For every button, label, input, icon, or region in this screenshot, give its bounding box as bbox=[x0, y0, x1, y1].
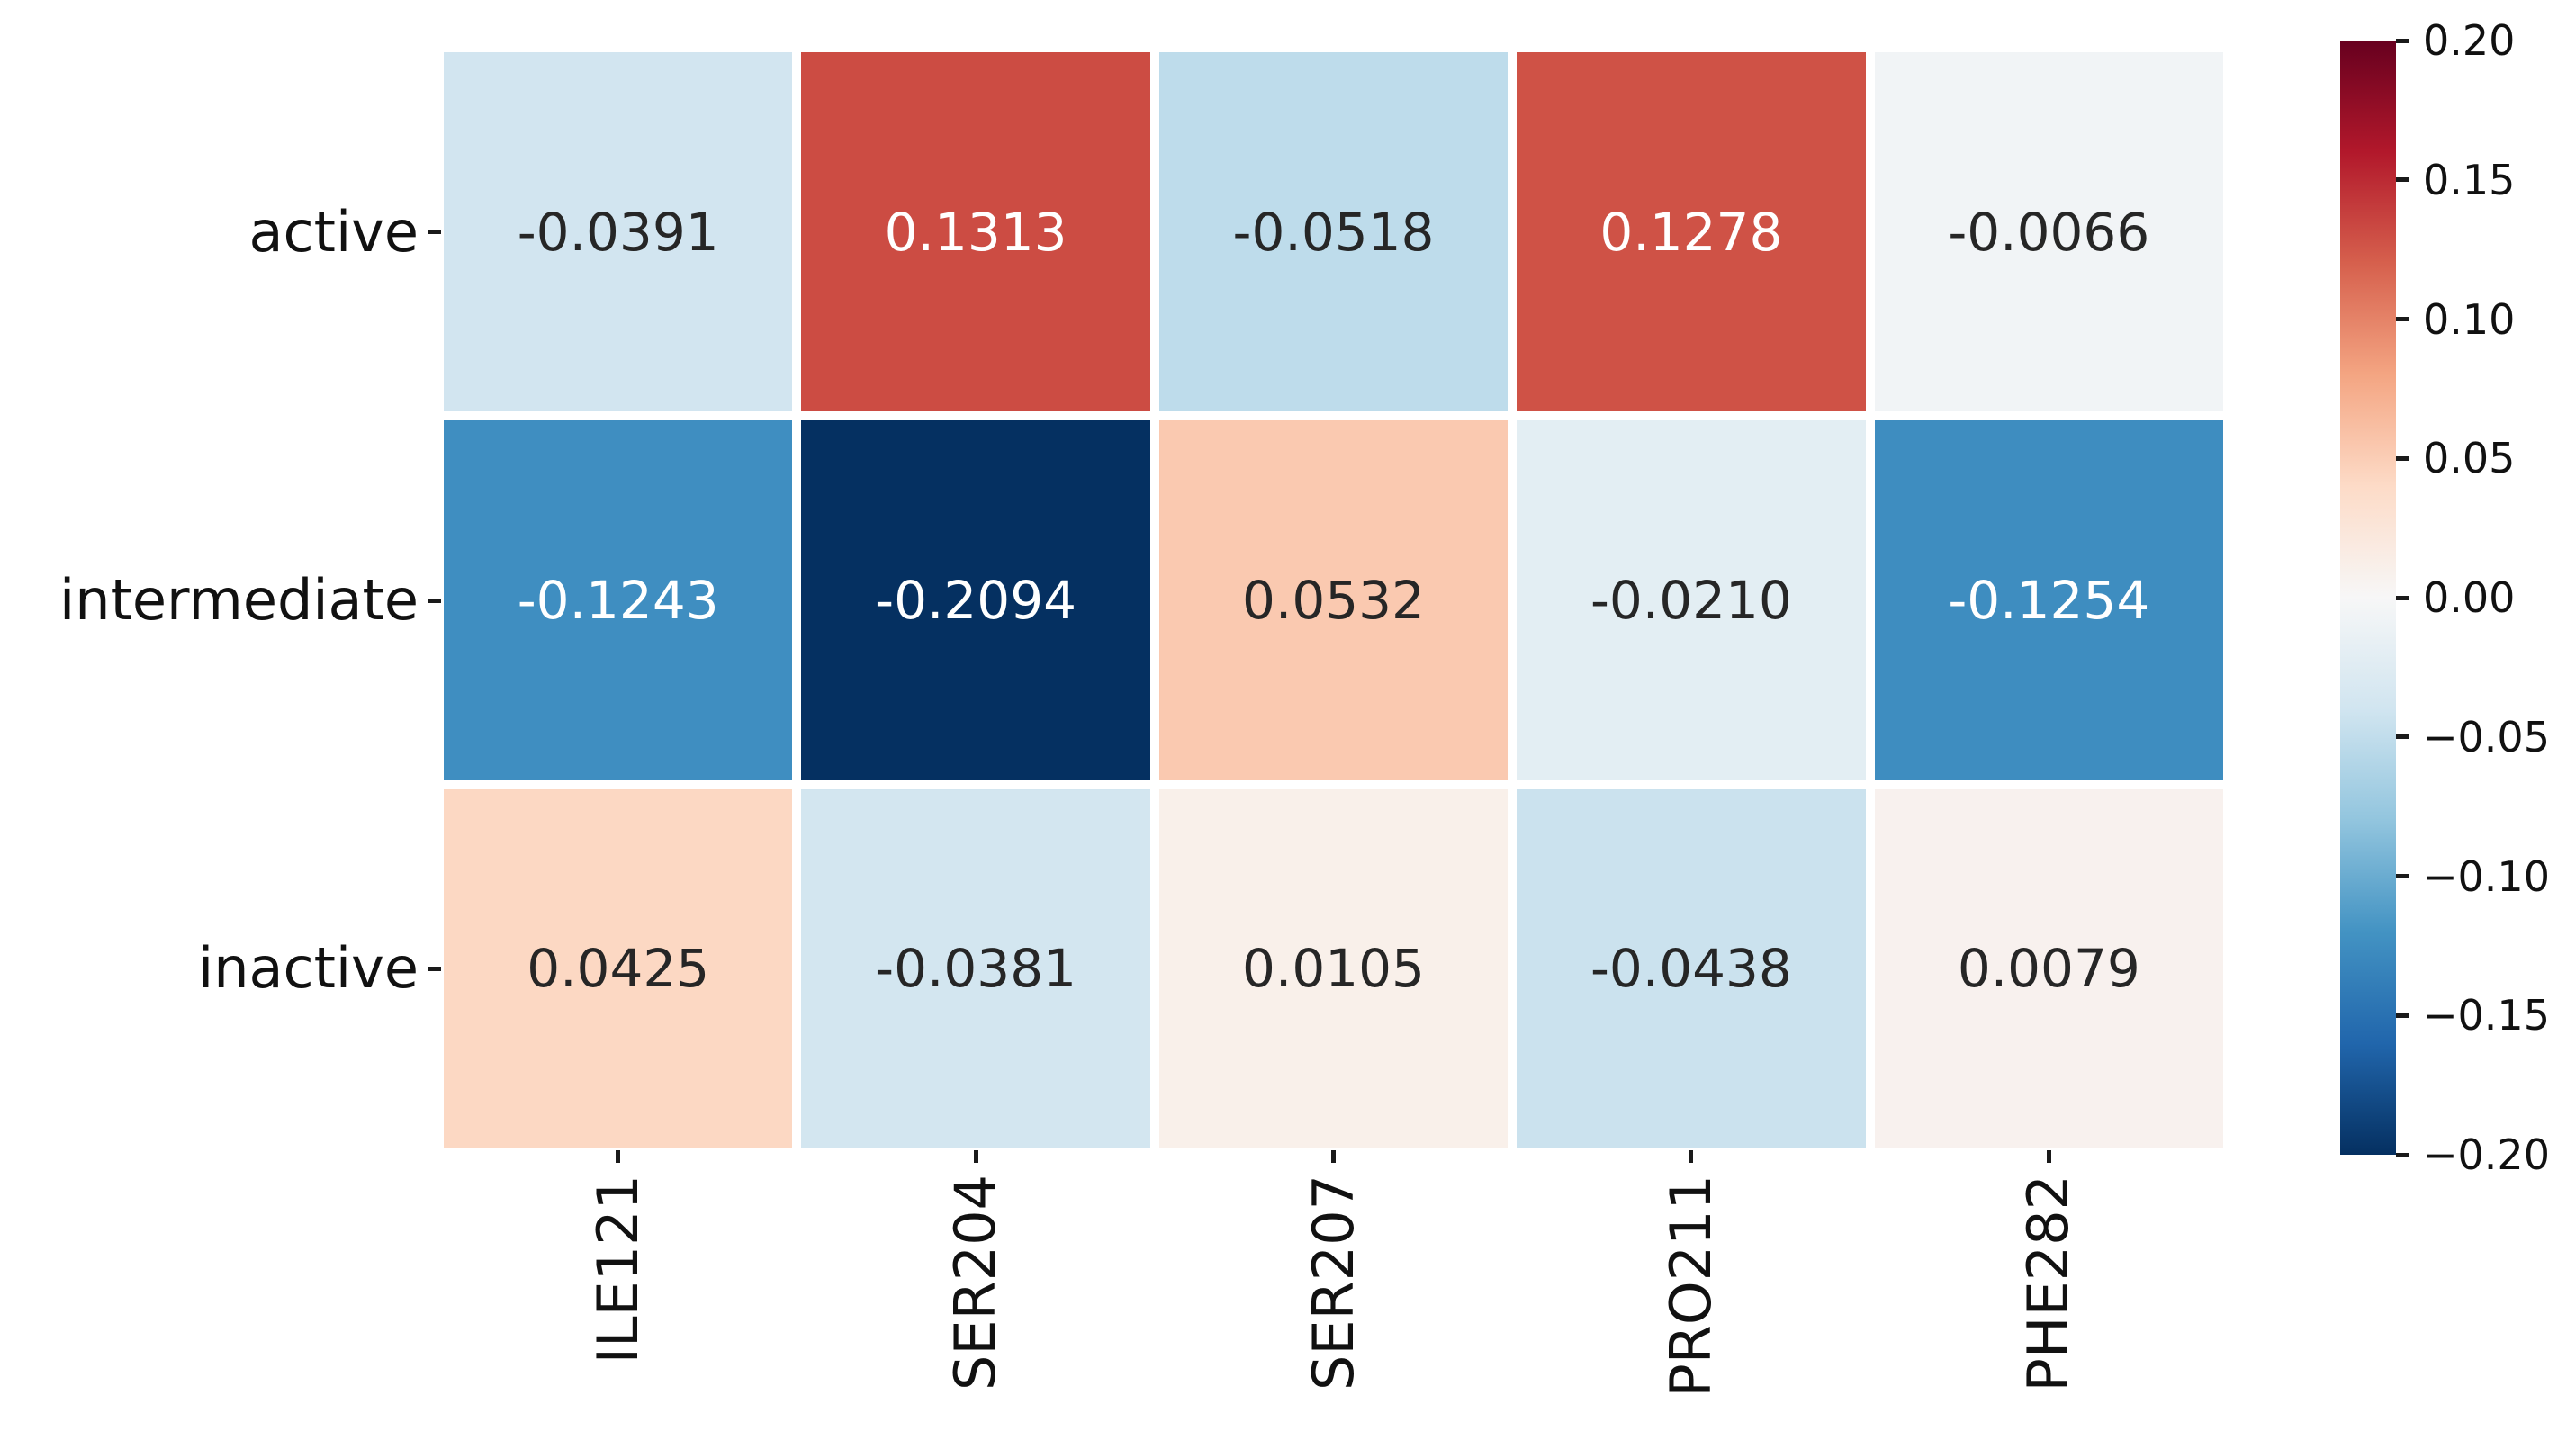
colorbar-tick bbox=[2396, 177, 2409, 183]
x-tick bbox=[2046, 1150, 2051, 1163]
x-tick-label: PRO211 bbox=[1657, 1175, 1724, 1398]
cell-value-label: -0.0210 bbox=[1590, 569, 1792, 631]
colorbar-tick-label: 0.05 bbox=[2423, 434, 2516, 483]
cell-value-label: -0.2094 bbox=[875, 569, 1077, 631]
cell-value-label: -0.0438 bbox=[1590, 938, 1792, 1000]
colorbar-tick bbox=[2396, 38, 2409, 43]
x-tick bbox=[1689, 1150, 1694, 1163]
x-tick-label: ILE121 bbox=[584, 1175, 651, 1364]
y-tick-label: active bbox=[248, 198, 419, 265]
cell-value-label: 0.0079 bbox=[1957, 938, 2140, 1000]
cell-value-label: -0.0391 bbox=[517, 201, 719, 263]
colorbar-tick-label: −0.15 bbox=[2423, 991, 2550, 1040]
x-tick bbox=[616, 1150, 621, 1163]
colorbar-tick-label: −0.10 bbox=[2423, 851, 2550, 901]
heatmap-cell: -0.1243 bbox=[444, 420, 793, 780]
cell-value-label: 0.1278 bbox=[1599, 201, 1783, 263]
y-tick-label: inactive bbox=[198, 935, 419, 1002]
heatmap-cell: -0.0518 bbox=[1158, 52, 1509, 412]
cell-value-label: 0.1313 bbox=[884, 201, 1067, 263]
heatmap-cell: -0.1254 bbox=[1874, 420, 2223, 780]
colorbar-gradient bbox=[2340, 41, 2396, 1155]
cell-value-label: -0.0381 bbox=[875, 938, 1077, 1000]
cell-value-label: 0.0105 bbox=[1242, 938, 1425, 1000]
cell-value-label: 0.0532 bbox=[1242, 569, 1425, 631]
colorbar-tick bbox=[2396, 734, 2409, 740]
colorbar-tick bbox=[2396, 317, 2409, 321]
colorbar-tick-label: 0.10 bbox=[2423, 294, 2516, 344]
colorbar-tick-label: 0.00 bbox=[2423, 573, 2516, 622]
heatmap-cell: 0.0079 bbox=[1874, 788, 2223, 1148]
colorbar-tick-label: −0.05 bbox=[2423, 712, 2550, 761]
heatmap-cell: 0.0532 bbox=[1158, 420, 1509, 780]
colorbar-tick bbox=[2396, 455, 2409, 461]
x-tick-label: PHE282 bbox=[2015, 1175, 2082, 1392]
heatmap-cell: 0.0425 bbox=[444, 788, 793, 1148]
y-tick bbox=[428, 966, 441, 971]
y-tick bbox=[428, 598, 441, 603]
cell-value-label: -0.0518 bbox=[1232, 201, 1435, 263]
x-tick bbox=[973, 1150, 978, 1163]
heatmap-cell: -0.0066 bbox=[1874, 52, 2223, 412]
colorbar-tick bbox=[2396, 595, 2409, 600]
x-tick bbox=[1331, 1150, 1336, 1163]
x-tick-label: SER204 bbox=[942, 1175, 1009, 1391]
colorbar-tick bbox=[2396, 874, 2409, 878]
colorbar-tick-label: −0.20 bbox=[2423, 1130, 2550, 1179]
cell-value-label: -0.0066 bbox=[1948, 201, 2150, 263]
heatmap-cell: -0.0381 bbox=[801, 788, 1150, 1148]
cell-value-label: 0.0425 bbox=[527, 938, 710, 1000]
heatmap-cell: 0.0105 bbox=[1158, 788, 1509, 1148]
heatmap-cell: 0.1278 bbox=[1517, 52, 1866, 412]
colorbar-tick-label: 0.20 bbox=[2423, 16, 2516, 65]
heatmap-cell: -0.0438 bbox=[1517, 788, 1866, 1148]
colorbar-tick bbox=[2396, 1152, 2409, 1157]
heatmap-cell: -0.2094 bbox=[801, 420, 1150, 780]
heatmap-cell: 0.1313 bbox=[801, 52, 1150, 412]
cell-value-label: -0.1243 bbox=[517, 569, 719, 631]
colorbar-tick bbox=[2396, 1013, 2409, 1018]
x-tick-label: SER207 bbox=[1300, 1175, 1366, 1391]
heatmap-grid: -0.0391 0.1313 -0.0518 0.1278 -0.0066 -0.1243… bbox=[444, 52, 2223, 1148]
heatmap-cell: -0.0391 bbox=[444, 52, 793, 412]
y-tick bbox=[428, 230, 441, 235]
y-tick-label: intermediate bbox=[59, 567, 419, 633]
cell-value-label: -0.1254 bbox=[1948, 569, 2150, 631]
colorbar-tick-label: 0.15 bbox=[2423, 155, 2516, 204]
heatmap-cell: -0.0210 bbox=[1517, 420, 1866, 780]
